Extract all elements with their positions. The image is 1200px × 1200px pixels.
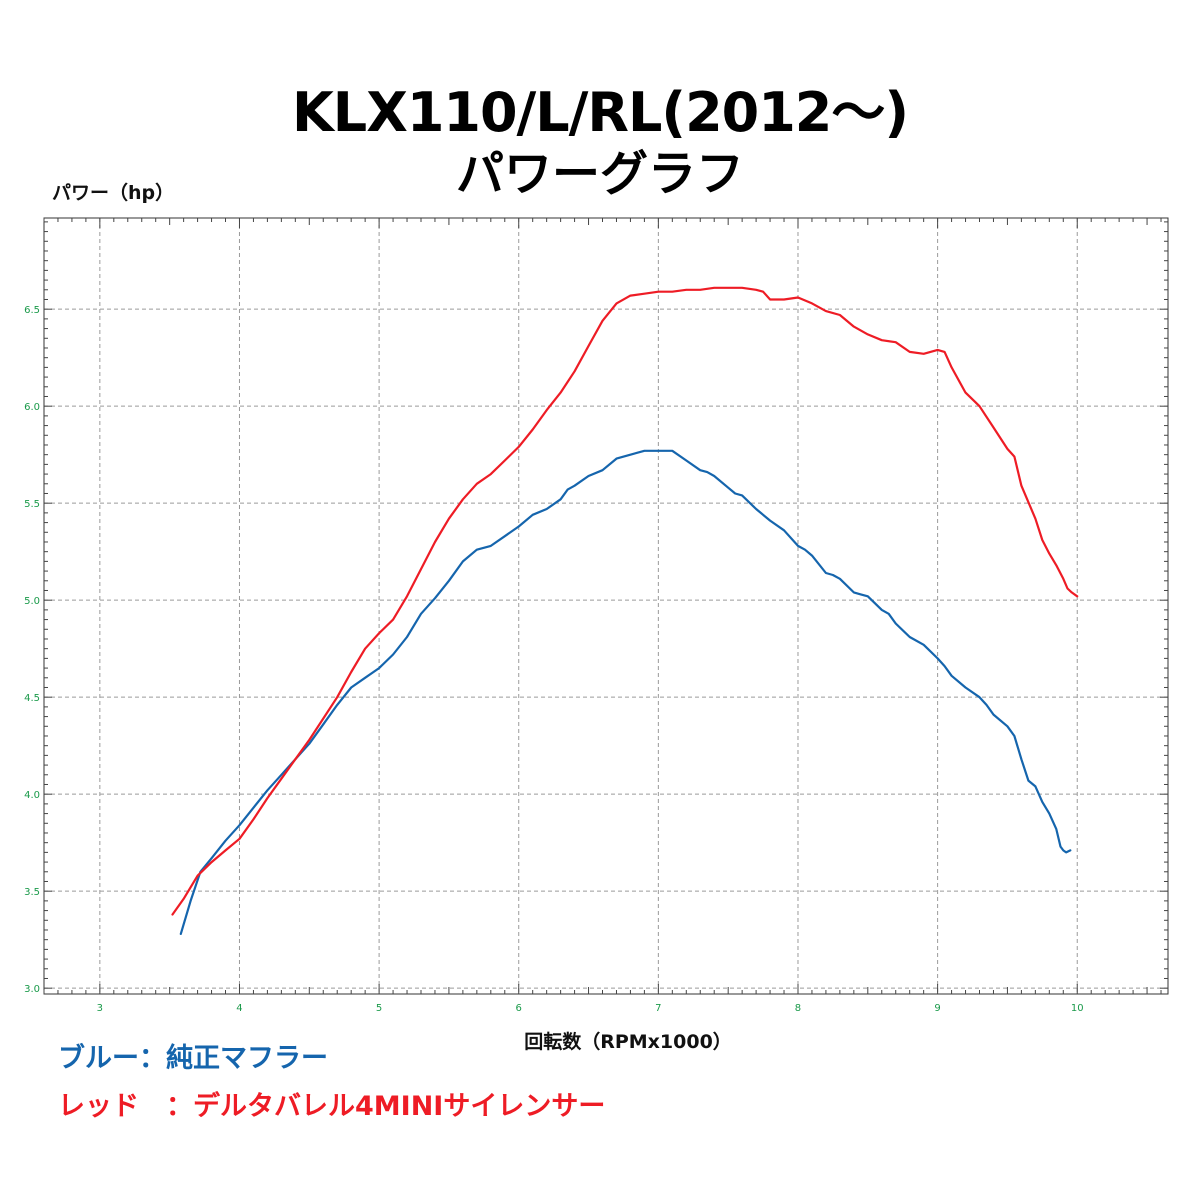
chart-title: KLX110/L/RL(2012～) <box>291 81 909 144</box>
series-line-delta-barrel <box>171 286 1079 916</box>
x-axis-label: 回転数（RPMx1000） <box>524 1031 732 1053</box>
x-tick-label: 5 <box>376 1003 382 1014</box>
legend-entry-stock-muffler: ブルー：純正マフラー <box>58 1043 328 1074</box>
x-tick-label: 7 <box>655 1003 661 1014</box>
x-tick-label: 10 <box>1071 1003 1084 1014</box>
grid <box>44 218 1168 994</box>
legend-entry-delta-barrel: レッド ：デルタバレル4MINIサイレンサー <box>58 1091 606 1122</box>
axis-ticks: 3 4 5 6 7 8 9 10 3.0 3.5 4.0 4.5 5.0 5.5 6.0 6.5 <box>24 218 1168 1014</box>
y-tick-label: 5.0 <box>24 596 40 607</box>
y-tick-label: 3.0 <box>24 984 40 995</box>
series-line-stock-muffler <box>179 449 1072 936</box>
x-tick-label: 8 <box>795 1003 801 1014</box>
y-tick-label: 5.5 <box>24 499 40 510</box>
x-tick-label: 3 <box>97 1003 103 1014</box>
y-tick-label: 6.0 <box>24 402 40 413</box>
series-layer <box>171 286 1079 936</box>
y-tick-label: 4.0 <box>24 790 40 801</box>
y-tick-label: 3.5 <box>24 887 40 898</box>
chart-subtitle: パワーグラフ <box>455 146 744 202</box>
y-tick-label: 6.5 <box>24 305 40 316</box>
x-tick-label: 4 <box>236 1003 242 1014</box>
y-tick-label: 4.5 <box>24 693 40 704</box>
x-tick-label: 9 <box>934 1003 940 1014</box>
plot-frame <box>43 217 1169 995</box>
x-tick-label: 6 <box>516 1003 522 1014</box>
y-axis-label: パワー（hp） <box>52 182 175 204</box>
